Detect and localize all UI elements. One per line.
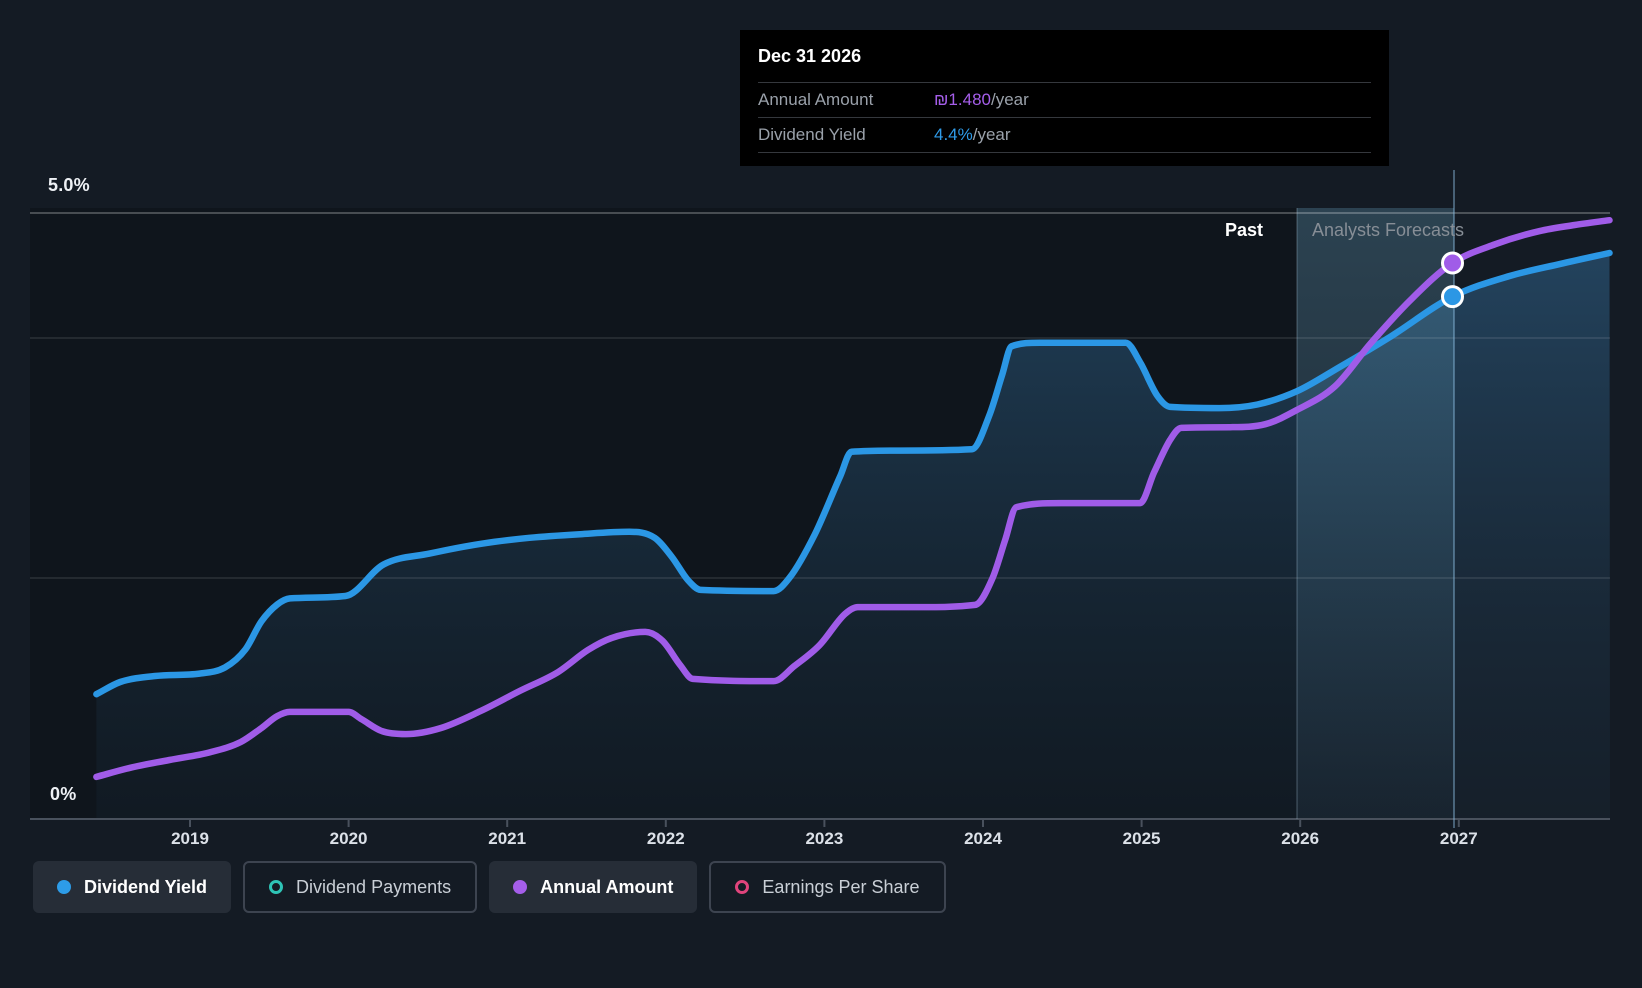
x-axis-label: 2024 [964,829,1002,848]
y-axis-label-top: 5.0% [48,175,90,195]
tooltip-row-label: Annual Amount [758,90,874,109]
tooltip-rows: Annual Amount ₪1.480/year Dividend Yield… [758,82,1371,153]
annual-amount-dot-icon [513,880,528,894]
chart-legend: Dividend Yield Dividend Payments Annual … [33,861,946,913]
forecast-zone-label: Analysts Forecasts [1312,220,1465,240]
legend-dividend-payments-button[interactable]: Dividend Payments [243,861,478,913]
earnings-per-share-ring-icon [735,880,750,894]
forecast-highlight-band [1297,208,1454,819]
past-zone-label: Past [1224,220,1263,240]
dividend-payments-ring-icon [269,880,284,894]
x-axis-label: 2025 [1122,829,1161,848]
x-axis-label: 2026 [1281,829,1320,848]
yield-line [93,249,1613,698]
yield-area-fill [96,253,1610,819]
legend-dividend-yield-button[interactable]: Dividend Yield [33,861,232,913]
x-axis-label: 2021 [488,829,527,848]
tooltip-date: Dec 31 2026 [758,45,862,66]
tooltip-row-suffix: /year [990,90,1029,109]
legend-label: Annual Amount [540,876,674,897]
tooltip-row-annual-amount: Annual Amount ₪1.480/year [758,82,1371,117]
amount-marker[interactable] [1441,251,1464,275]
chart-tooltip: Dec 31 2026 Annual Amount ₪1.480/year Di… [740,30,1389,166]
x-axis-label: 2019 [171,829,209,848]
x-axis-label: 2020 [329,829,368,848]
x-axis-label: 2023 [805,829,844,848]
legend-label: Dividend Yield [84,876,208,897]
tooltip-row-value: 4.4% [934,125,973,144]
tooltip-row-suffix: /year [972,125,1011,144]
amount-line [93,216,1613,781]
legend-label: Dividend Payments [296,876,452,897]
y-axis-label-bottom: 0% [50,784,77,804]
legend-label: Earnings Per Share [762,876,920,897]
dividend-yield-dot-icon [57,880,71,894]
legend-earnings-per-share-button[interactable]: Earnings Per Share [709,861,946,913]
yield-marker[interactable] [1441,285,1464,309]
x-axis-label: 2027 [1439,829,1478,848]
legend-annual-amount-button[interactable]: Annual Amount [489,861,698,913]
tooltip-row-dividend-yield: Dividend Yield 4.4%/year [758,117,1371,152]
x-axis-label: 2022 [646,829,685,848]
tooltip-row-label: Dividend Yield [758,125,866,144]
tooltip-row-value: ₪1.480 [934,90,991,109]
